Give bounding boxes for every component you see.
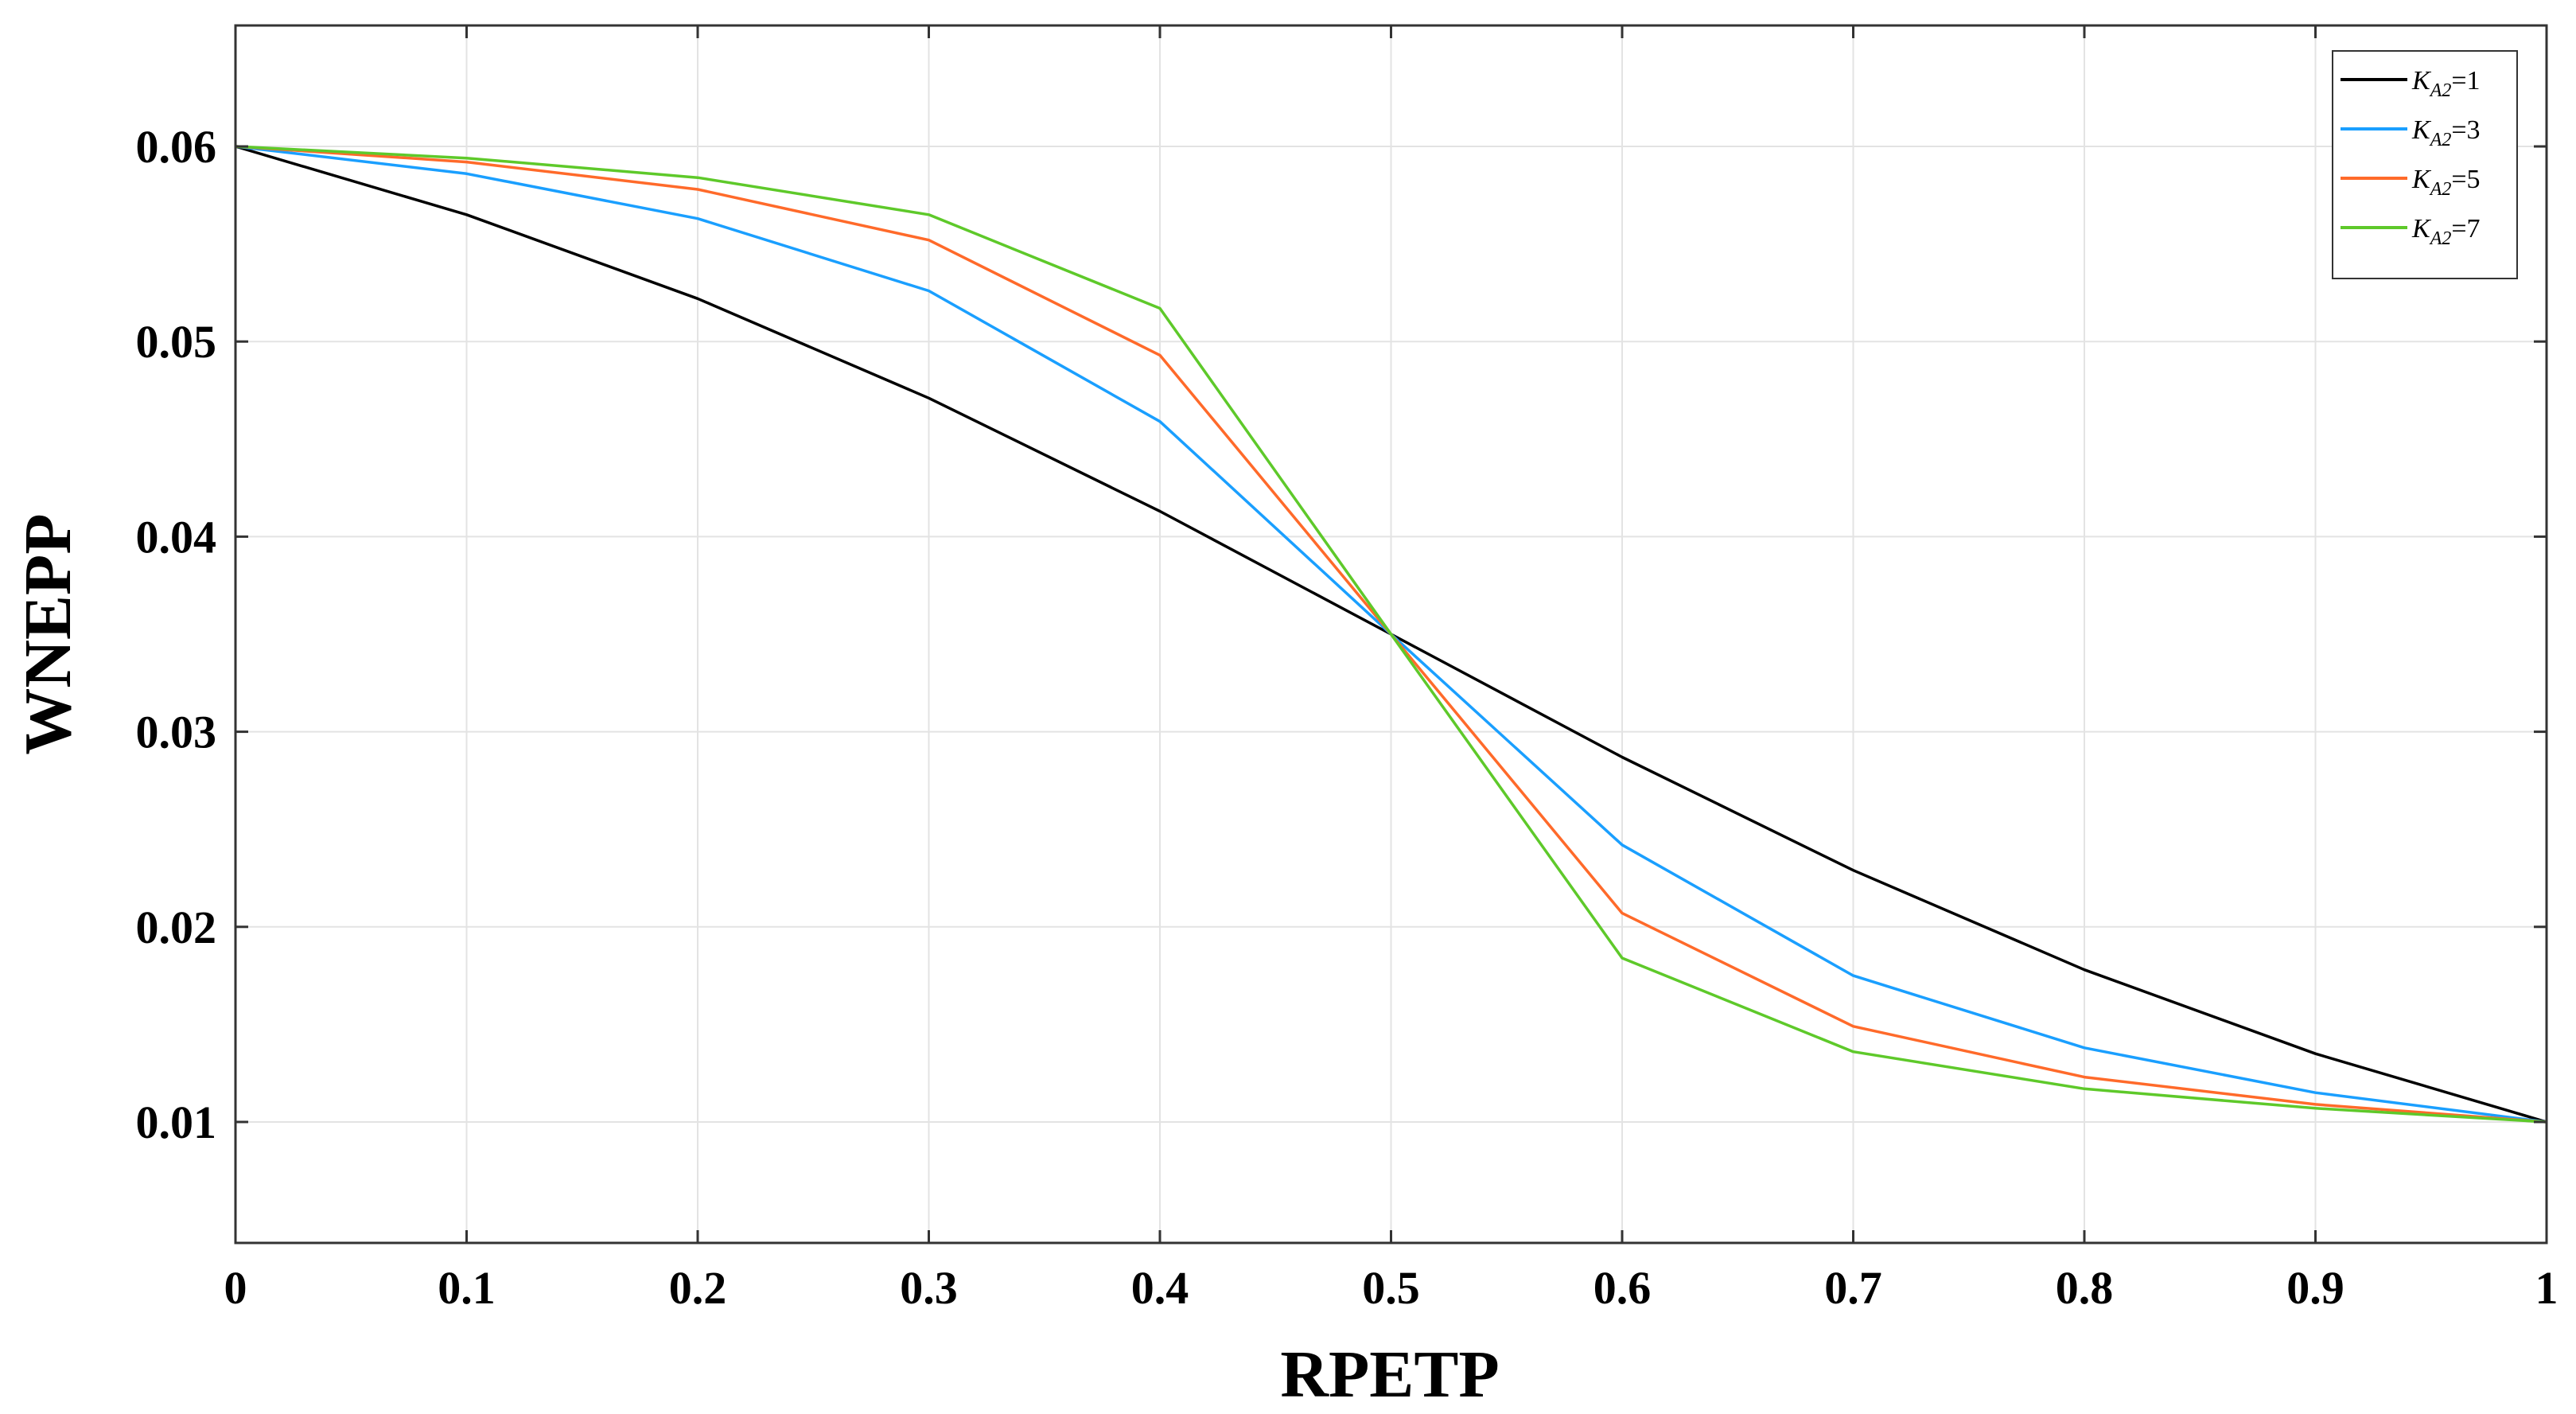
x-tick-label: 0.4	[1131, 1262, 1189, 1314]
series-line-k7	[235, 145, 2547, 1124]
x-tick-label: 0.8	[2056, 1262, 2114, 1314]
legend-box	[2332, 50, 2518, 279]
legend-label: KA2=1	[2411, 66, 2481, 101]
legend-label: KA2=7	[2411, 214, 2481, 249]
y-tick-label: 0.04	[136, 511, 217, 563]
series-lines	[235, 145, 2547, 1124]
y-axis-title: WNEPP	[11, 513, 85, 754]
x-tick-label: 0.6	[1593, 1262, 1652, 1314]
x-tick-label: 0.7	[1824, 1262, 1882, 1314]
x-tick-label: 1	[2535, 1262, 2558, 1314]
y-tick-label: 0.01	[136, 1097, 217, 1148]
x-tick-labels: 0 0.1 0.2 0.3 0.4 0.5 0.6 0.7 0.8 0.9 1	[224, 1262, 2558, 1314]
y-tick-labels: 0.01 0.02 0.03 0.04 0.05 0.06	[136, 121, 217, 1148]
x-tick-label: 0.9	[2286, 1262, 2344, 1314]
legend-label: KA2=5	[2411, 165, 2481, 200]
x-tick-label: 0.3	[900, 1262, 958, 1314]
legend-label: KA2=3	[2411, 115, 2481, 150]
axis-ticks	[234, 25, 2548, 1243]
y-tick-label: 0.02	[136, 902, 217, 953]
y-tick-label: 0.03	[136, 707, 217, 758]
x-tick-label: 0.2	[669, 1262, 727, 1314]
x-tick-label: 0.1	[438, 1262, 496, 1314]
y-tick-label: 0.05	[136, 316, 217, 368]
x-tick-label: 0	[224, 1262, 247, 1314]
x-tick-label: 0.5	[1362, 1262, 1420, 1314]
legend: KA2=1 KA2=3 KA2=5 KA2=7	[2332, 50, 2518, 279]
x-axis-title: RPETP	[1280, 1338, 1499, 1412]
y-tick-label: 0.06	[136, 121, 217, 173]
